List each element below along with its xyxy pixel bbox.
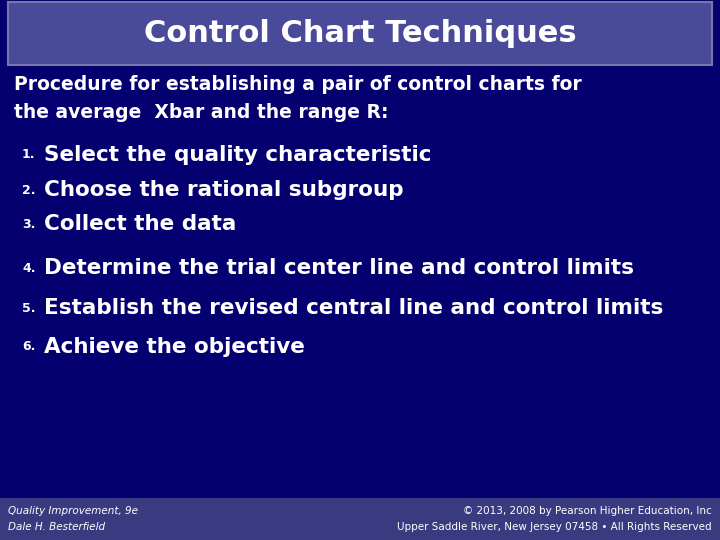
Text: Achieve the objective: Achieve the objective [44,337,305,357]
FancyBboxPatch shape [0,498,720,540]
Text: 6.: 6. [22,341,35,354]
Text: 5.: 5. [22,301,35,314]
Text: 1.: 1. [22,148,35,161]
Text: Dale H. Besterfield: Dale H. Besterfield [8,522,105,532]
Text: the average  Xbar and the range R:: the average Xbar and the range R: [14,103,389,122]
Text: 2.: 2. [22,184,35,197]
Text: © 2013, 2008 by Pearson Higher Education, Inc: © 2013, 2008 by Pearson Higher Education… [463,506,712,516]
Text: Select the quality characteristic: Select the quality characteristic [44,145,431,165]
Text: 4.: 4. [22,261,35,274]
Text: Procedure for establishing a pair of control charts for: Procedure for establishing a pair of con… [14,75,582,93]
Text: Choose the rational subgroup: Choose the rational subgroup [44,180,404,200]
FancyBboxPatch shape [8,2,712,65]
Text: Control Chart Techniques: Control Chart Techniques [144,19,576,48]
Text: Collect the data: Collect the data [44,214,236,234]
Text: Quality Improvement, 9e: Quality Improvement, 9e [8,506,138,516]
Text: 3.: 3. [22,218,35,231]
Text: Upper Saddle River, New Jersey 07458 • All Rights Reserved: Upper Saddle River, New Jersey 07458 • A… [397,522,712,532]
Text: Establish the revised central line and control limits: Establish the revised central line and c… [44,298,663,318]
Text: Determine the trial center line and control limits: Determine the trial center line and cont… [44,258,634,278]
